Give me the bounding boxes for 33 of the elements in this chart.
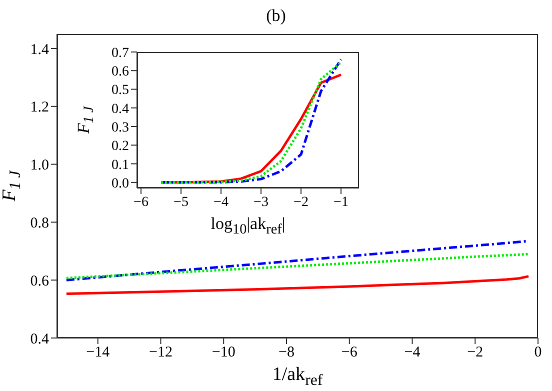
x-tick-label: −2: [294, 194, 308, 210]
y-tick-label: 1.4: [30, 42, 50, 58]
line-series: [65, 252, 530, 280]
x-tick-label: −4: [404, 344, 421, 361]
x-tick-label: −2: [467, 344, 484, 361]
y-tick-label: 0.7: [112, 46, 129, 61]
y-tick-label: 1.2: [30, 100, 49, 116]
x-tick-label: −1: [334, 194, 348, 210]
x-tick-label: −10: [212, 344, 236, 361]
x-tick-label: −4: [214, 194, 228, 210]
y-tick-label: 0.1: [112, 158, 129, 173]
y-tick-label: 0.5: [112, 83, 129, 98]
y-tick-label: 1.0: [30, 158, 49, 174]
y-tick-label: 0.4: [30, 331, 50, 348]
x-tick-label: −8: [278, 344, 294, 361]
y-tick-label: 0.3: [112, 120, 129, 136]
x-tick-label: −6: [341, 344, 358, 361]
y-tick-label: 0.6: [30, 273, 50, 290]
y-tick-label: 0.6: [112, 64, 129, 80]
x-tick-label: −12: [149, 344, 172, 361]
x-tick-label: −3: [254, 194, 268, 210]
y-tick-label: 0.8: [30, 216, 49, 232]
x-tick-label: −6: [134, 194, 148, 210]
y-tick-label: 0.0: [112, 176, 129, 192]
chart-title: (b): [265, 6, 287, 26]
x-axis-title: log$_{10}$|ak$_{ref}$|: [210, 214, 286, 238]
x-tick-label: 0: [534, 344, 542, 361]
x-tick-label: −14: [86, 344, 110, 361]
x-axis-title: 1/ak$_{ref}$: [271, 364, 324, 390]
y-tick-label: 0.2: [112, 139, 129, 154]
y-tick-label: 0.4: [112, 102, 129, 117]
line-series: [65, 275, 530, 295]
x-tick-label: −5: [174, 194, 188, 210]
